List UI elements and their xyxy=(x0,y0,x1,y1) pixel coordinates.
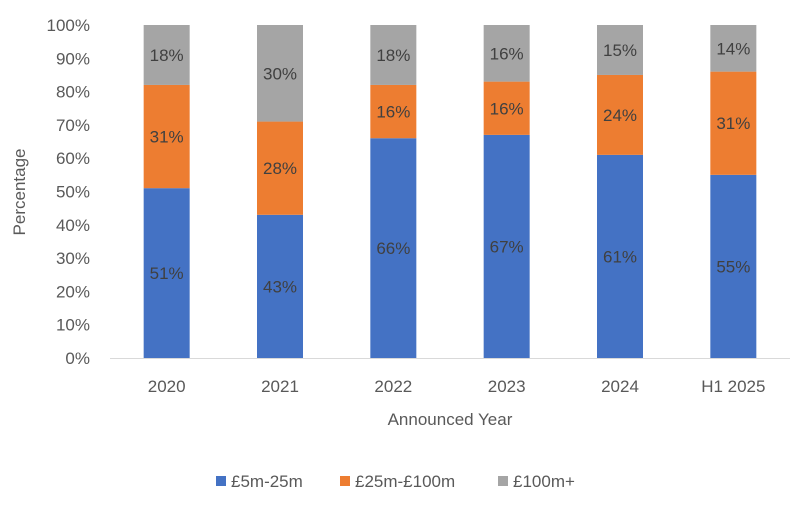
bar-segment xyxy=(483,81,530,135)
y-tick-label: 30% xyxy=(56,249,90,268)
bar-segment xyxy=(257,25,303,122)
bar-segment xyxy=(370,84,417,139)
bar-segment xyxy=(143,84,190,189)
data-label: 24% xyxy=(603,106,637,125)
x-tick-label: 2020 xyxy=(148,377,186,396)
bar-segment xyxy=(257,214,303,358)
x-axis-ticks: 2020 2021 2022 2023 2024 H1 2025 xyxy=(148,377,766,396)
data-label: 61% xyxy=(603,247,637,266)
x-tick-label: 2022 xyxy=(374,377,412,396)
x-tick-label: 2024 xyxy=(601,377,639,396)
bar-segment xyxy=(370,138,417,358)
y-tick-label: 100% xyxy=(47,16,90,35)
x-axis-title: Announced Year xyxy=(388,410,513,429)
legend-label: £5m-25m xyxy=(231,472,303,491)
legend: £5m-25m £25m-£100m £100m+ xyxy=(216,472,575,491)
legend-label: £100m+ xyxy=(513,472,575,491)
data-label: 66% xyxy=(376,239,410,258)
bar-segment xyxy=(597,154,643,358)
y-tick-label: 20% xyxy=(56,282,90,301)
bar-segment xyxy=(597,74,643,155)
bar-segment xyxy=(370,25,417,85)
y-tick-label: 70% xyxy=(56,116,90,135)
y-tick-label: 40% xyxy=(56,216,90,235)
data-label: 30% xyxy=(263,64,297,83)
legend-swatch xyxy=(216,476,226,486)
y-axis-ticks: 0% 10% 20% 30% 40% 50% 60% 70% 80% 90% 100% xyxy=(47,16,90,368)
data-label: 15% xyxy=(603,41,637,60)
x-tick-label: 2021 xyxy=(261,377,299,396)
data-label: 55% xyxy=(716,257,750,276)
bar-segment xyxy=(483,134,530,358)
legend-label: £25m-£100m xyxy=(355,472,455,491)
data-label: 67% xyxy=(490,237,524,256)
y-tick-label: 10% xyxy=(56,316,90,335)
data-label: 18% xyxy=(376,46,410,65)
data-label: 28% xyxy=(263,159,297,178)
y-tick-label: 80% xyxy=(56,83,90,102)
bars: 51% 31% 18% 43% 28% 30% 66% 16% 18% 67% 16% 16% 61% 2… xyxy=(143,25,757,358)
bar-segment xyxy=(483,25,530,82)
data-label: 43% xyxy=(263,277,297,296)
x-tick-label: H1 2025 xyxy=(701,377,765,396)
bar-segment xyxy=(143,188,190,358)
y-tick-label: 90% xyxy=(56,49,90,68)
data-label: 31% xyxy=(716,114,750,133)
data-label: 16% xyxy=(490,99,524,118)
y-tick-label: 0% xyxy=(65,349,90,368)
y-axis-title: Percentage xyxy=(10,149,29,236)
legend-swatch xyxy=(340,476,350,486)
bar-segment xyxy=(597,25,643,75)
y-tick-label: 50% xyxy=(56,183,90,202)
bar-segment xyxy=(143,25,190,85)
data-label: 16% xyxy=(490,44,524,63)
data-label: 18% xyxy=(150,46,184,65)
legend-swatch xyxy=(498,476,508,486)
data-label: 51% xyxy=(150,264,184,283)
x-tick-label: 2023 xyxy=(488,377,526,396)
bar-segment xyxy=(257,121,303,215)
bar-segment xyxy=(710,71,757,175)
y-tick-label: 60% xyxy=(56,149,90,168)
data-label: 16% xyxy=(376,103,410,122)
bar-segment xyxy=(710,25,757,72)
bar-segment xyxy=(710,174,757,358)
data-label: 31% xyxy=(150,128,184,147)
data-label: 14% xyxy=(716,39,750,58)
